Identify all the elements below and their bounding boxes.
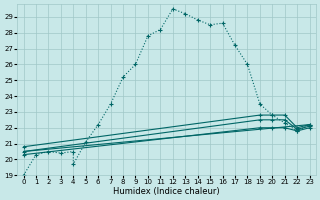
X-axis label: Humidex (Indice chaleur): Humidex (Indice chaleur) [113, 187, 220, 196]
